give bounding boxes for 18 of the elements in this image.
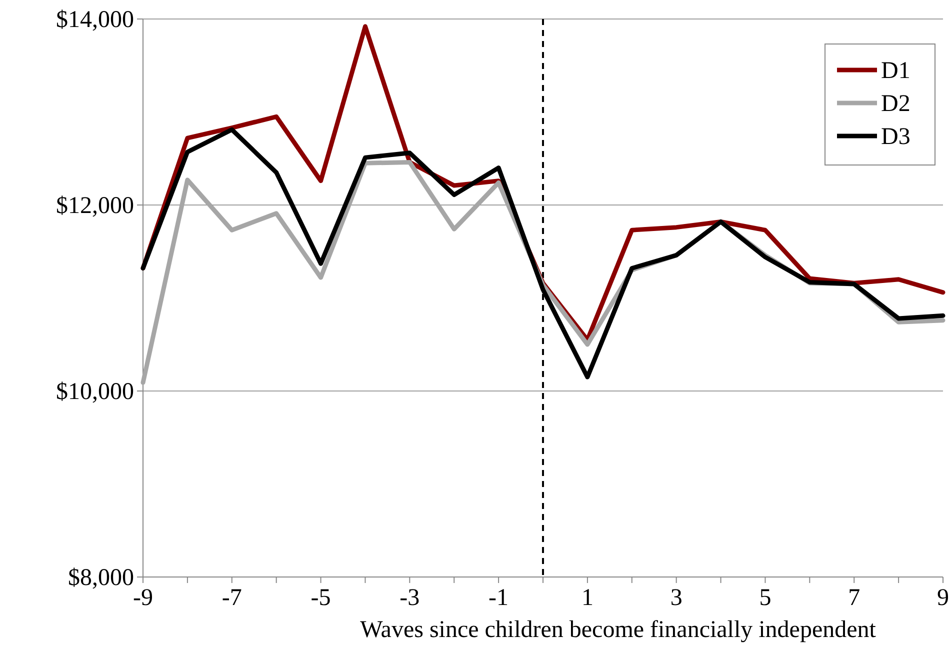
x-tick-label: -1 bbox=[488, 585, 509, 611]
x-tick-label: 5 bbox=[759, 585, 772, 611]
legend-label: D1 bbox=[881, 58, 910, 84]
x-tick-label: 9 bbox=[937, 585, 949, 611]
y-tick-label: $10,000 bbox=[56, 379, 134, 405]
y-tick-label: $14,000 bbox=[56, 7, 134, 33]
x-tick-label: -5 bbox=[310, 585, 331, 611]
y-tick-label: $8,000 bbox=[68, 565, 134, 591]
y-tick-label: $12,000 bbox=[56, 193, 134, 219]
x-tick-label: -3 bbox=[400, 585, 420, 611]
x-tick-label: -9 bbox=[133, 585, 153, 611]
x-tick-label: 7 bbox=[848, 585, 860, 611]
legend-label: D3 bbox=[881, 124, 910, 150]
legend-label: D2 bbox=[881, 91, 910, 117]
x-tick-label: 1 bbox=[581, 585, 594, 611]
x-tick-label: 3 bbox=[670, 585, 682, 611]
x-tick-label: -7 bbox=[222, 585, 242, 611]
x-axis-title: Waves since children become financially independent bbox=[360, 617, 876, 643]
